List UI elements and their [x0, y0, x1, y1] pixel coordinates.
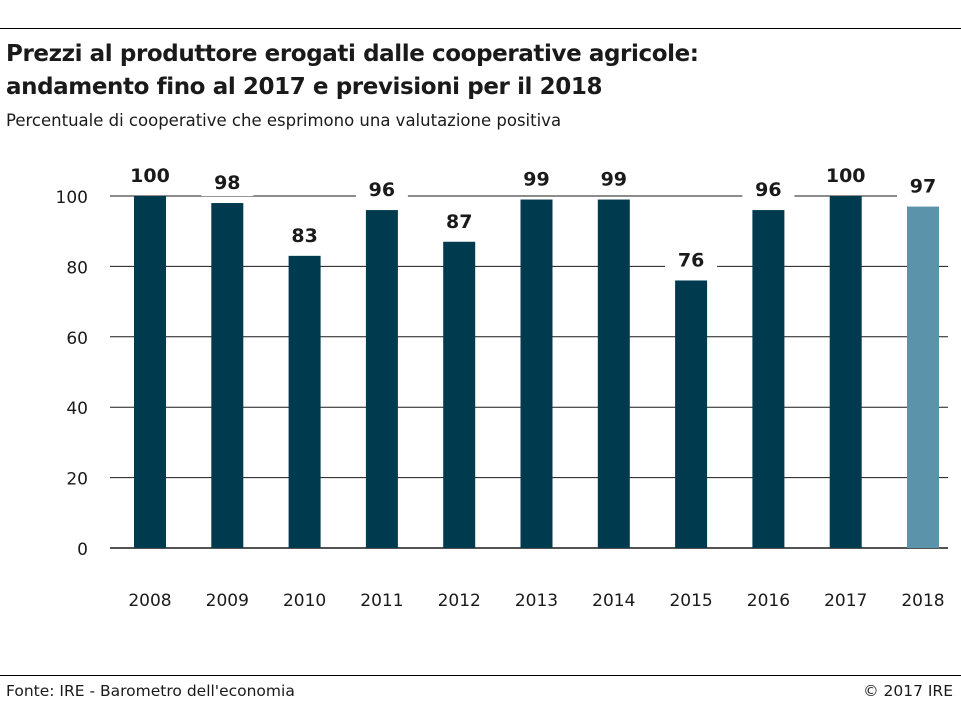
bar [365, 210, 398, 548]
bar-chart: 0 20 40 60 80 100 100 2008 98 2009 83 2010 96 2011 87 2… [56, 163, 949, 611]
data-label: 76 [678, 249, 704, 271]
forecast-bar [907, 206, 939, 548]
data-label-background [433, 208, 486, 235]
data-label-background [124, 163, 176, 189]
data-label: 99 [601, 169, 627, 191]
x-tick-label: 2011 [360, 591, 403, 611]
x-tick-label: 2018 [901, 591, 944, 611]
bar [675, 280, 708, 548]
bar [211, 203, 244, 549]
data-label: 100 [826, 165, 866, 187]
data-label: 97 [910, 176, 936, 198]
x-tick-label: 2017 [824, 591, 867, 611]
data-label: 96 [369, 179, 395, 201]
y-tick-label: 100 [56, 188, 88, 208]
chart-subtitle: Percentuale di cooperative che esprimono… [6, 111, 562, 130]
data-label-background [665, 247, 718, 274]
chart-title: Prezzi al produttore erogati dalle coope… [6, 38, 946, 104]
x-tick-label: 2008 [128, 591, 171, 611]
data-label: 100 [130, 165, 170, 187]
data-label-background [587, 166, 640, 193]
y-tick-label: 0 [77, 540, 88, 560]
bar [288, 255, 321, 548]
bar [597, 199, 630, 548]
data-label-background [510, 166, 563, 193]
x-tick-label: 2010 [283, 591, 326, 611]
x-tick-label: 2015 [669, 591, 712, 611]
data-label-background [819, 163, 872, 189]
bottom-rule [0, 675, 961, 676]
bar [443, 241, 476, 548]
data-label-background [897, 173, 949, 200]
x-tick-label: 2013 [515, 591, 558, 611]
bar [752, 210, 785, 548]
bar [134, 196, 166, 548]
chart-title-line1: Prezzi al produttore erogati dalle coope… [6, 41, 699, 67]
bar [829, 196, 862, 548]
top-rule [0, 28, 961, 29]
bar [520, 199, 553, 548]
x-tick-label: 2014 [592, 591, 635, 611]
data-label-background [278, 222, 331, 249]
data-label: 87 [446, 211, 472, 233]
chart-title-line2: andamento fino al 2017 e previsioni per … [6, 74, 603, 100]
x-tick-label: 2016 [747, 591, 790, 611]
y-tick-label: 80 [66, 258, 88, 278]
data-label-background [355, 177, 408, 204]
source-note: Fonte: IRE - Barometro dell'economia [6, 682, 295, 700]
y-tick-label: 60 [66, 329, 88, 349]
data-label-background [201, 170, 254, 197]
data-label: 99 [523, 169, 549, 191]
y-tick-label: 20 [66, 470, 88, 490]
data-label: 83 [291, 225, 317, 247]
data-label: 98 [214, 172, 240, 194]
x-tick-label: 2012 [438, 591, 481, 611]
data-label-background [742, 177, 795, 204]
y-tick-label: 40 [66, 399, 88, 419]
x-tick-label: 2009 [206, 591, 249, 611]
copyright-note: © 2017 IRE [863, 682, 953, 700]
data-label: 96 [755, 179, 781, 201]
